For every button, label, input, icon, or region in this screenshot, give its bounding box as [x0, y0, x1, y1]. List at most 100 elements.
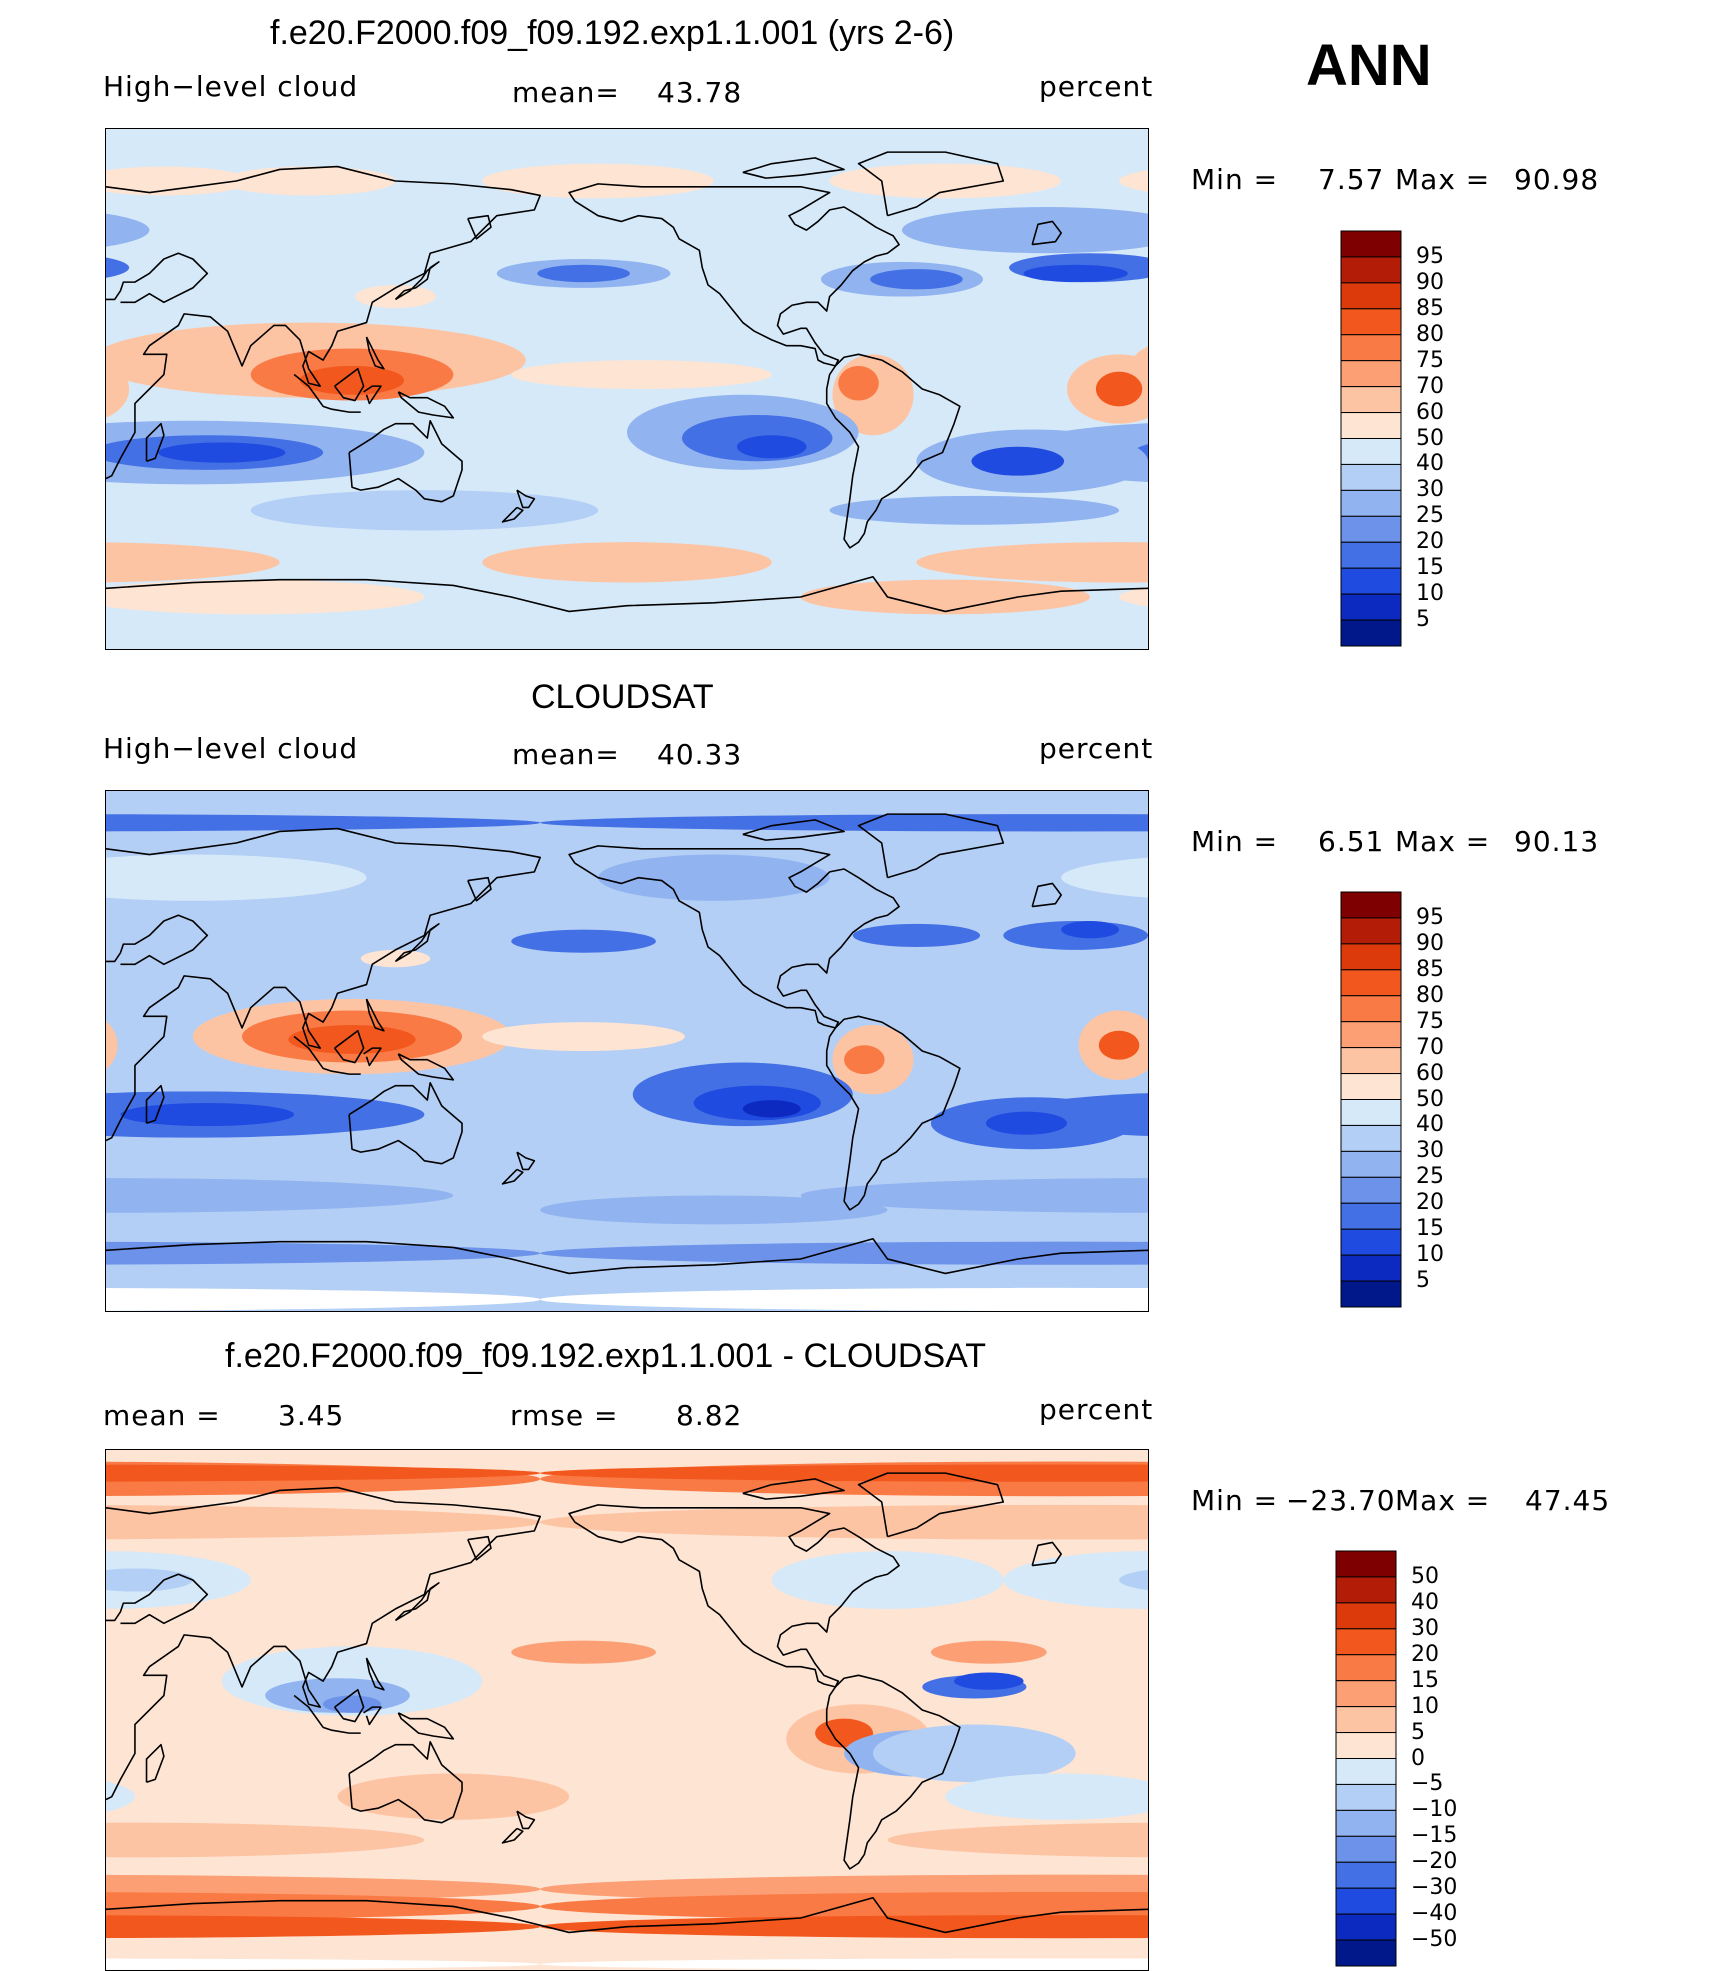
panel-1-map	[105, 128, 1149, 650]
field-contour	[1003, 1551, 1148, 1609]
colorbar-swatch	[1335, 1654, 1397, 1682]
panel-3-max-label: Max =	[1395, 1484, 1491, 1517]
colorbar-tick-label: −30	[1411, 1875, 1458, 1901]
field-contour	[771, 1551, 1004, 1609]
colorbar-swatch	[1340, 1254, 1402, 1282]
colorbar-swatch	[1335, 1783, 1397, 1811]
coastline	[334, 1688, 365, 1723]
coastline	[363, 385, 382, 405]
colorbar-tick-label: 70	[1416, 1034, 1444, 1060]
colorbar-swatch	[1340, 360, 1402, 388]
coastline	[568, 1504, 900, 1688]
colorbar-swatch	[1335, 1809, 1397, 1837]
coastline	[365, 1657, 385, 1691]
field-contour	[482, 163, 714, 199]
coastline	[348, 1740, 463, 1824]
colorbar-swatch	[1335, 1628, 1397, 1656]
field-contour	[106, 1020, 118, 1070]
coastline	[742, 819, 845, 841]
field-contour	[971, 446, 1065, 476]
coastline	[106, 1486, 541, 1801]
field-contour	[540, 1287, 1148, 1311]
field-contour	[106, 1288, 541, 1311]
panel-1-mean-value: 43.78	[657, 76, 743, 109]
colorbar-tick-label: 20	[1411, 1641, 1439, 1667]
panel-1-min-label: Min =	[1191, 163, 1279, 196]
field-contour	[1095, 371, 1143, 407]
field-contour	[1023, 264, 1128, 283]
field-contour	[540, 1464, 1148, 1482]
field-contour	[360, 949, 431, 968]
coastline	[394, 923, 440, 963]
coastline	[106, 827, 541, 1142]
field-contour	[323, 1695, 381, 1713]
colorbar-swatch	[1340, 995, 1402, 1023]
field-contour	[511, 1640, 656, 1664]
field-contour	[106, 579, 425, 615]
panel-3-colorbar: 50 40 30 20 15 10 5 0 −5 −10 −15 −20 −30 −40 −50	[1335, 1550, 1465, 1967]
field-contour	[106, 1178, 454, 1213]
panel-3-title: f.e20.F2000.f09_f09.192.exp1.1.001 - CLO…	[225, 1337, 987, 1375]
field-contour	[106, 1915, 541, 1939]
field-contour	[106, 1464, 541, 1482]
colorbar-tick-label: 10	[1416, 581, 1444, 607]
coastline	[106, 1237, 1148, 1275]
colorbar-tick-label: −10	[1411, 1797, 1458, 1823]
panel-2-mean-label: mean=	[512, 738, 620, 771]
coastline	[397, 1712, 455, 1740]
field-contour	[511, 360, 772, 389]
coastline	[394, 261, 440, 301]
colorbar-swatch	[1340, 515, 1402, 543]
coastline	[857, 151, 1005, 217]
colorbar-tick-label: 30	[1416, 477, 1444, 503]
coastline	[348, 1081, 463, 1165]
coastline	[106, 575, 1148, 613]
colorbar-tick-label: 5	[1411, 1719, 1425, 1745]
field-contour	[120, 1103, 295, 1127]
coastline	[145, 422, 165, 462]
field-contour	[800, 579, 1091, 615]
colorbar-tick-label: 80	[1416, 982, 1444, 1008]
field-contour	[106, 542, 280, 583]
colorbar-tick-label: 40	[1416, 451, 1444, 477]
field-contour	[742, 1100, 801, 1118]
colorbar-tick-label: 40	[1416, 1112, 1444, 1138]
coastline	[397, 391, 455, 419]
coastline	[334, 1029, 365, 1064]
colorbar-swatch	[1335, 1758, 1397, 1785]
field-contour	[930, 1640, 1047, 1664]
field-contour	[873, 1724, 1076, 1783]
colorbar-swatch	[1340, 386, 1402, 414]
coastline	[857, 1472, 1005, 1538]
colorbar-swatch	[1335, 1680, 1397, 1708]
colorbar-swatch	[1340, 334, 1402, 362]
field-contour	[511, 929, 656, 953]
colorbar-swatch	[1340, 619, 1402, 647]
field-contour	[354, 285, 436, 309]
field-contour	[540, 1915, 1148, 1939]
colorbar-tick-label: 10	[1411, 1693, 1439, 1719]
field-contour	[540, 1504, 1148, 1540]
colorbar-tick-label: 60	[1416, 1060, 1444, 1086]
colorbar-tick-label: 20	[1416, 1190, 1444, 1216]
coastline	[145, 1084, 165, 1124]
colorbar-swatch	[1340, 256, 1402, 284]
colorbar-swatch	[1335, 1835, 1397, 1863]
field-contour	[916, 542, 1148, 583]
field-contour	[838, 365, 879, 401]
colorbar-tick-label: −20	[1411, 1849, 1458, 1875]
field-contour	[106, 213, 150, 247]
coastline	[1031, 1541, 1062, 1567]
field-contour	[106, 1781, 135, 1812]
colorbar-tick-label: 75	[1416, 1008, 1444, 1034]
coastline	[106, 914, 209, 966]
panel-2-min-label: Min =	[1191, 825, 1279, 858]
field-contour	[106, 1505, 541, 1540]
colorbar-swatch	[1340, 917, 1402, 945]
field-contour	[829, 163, 1062, 199]
field-contour	[540, 1958, 1148, 1970]
field-contour	[829, 495, 1120, 525]
coastline	[501, 1168, 524, 1185]
colorbar-tick-label: 70	[1416, 373, 1444, 399]
field-contour	[887, 1822, 1148, 1858]
